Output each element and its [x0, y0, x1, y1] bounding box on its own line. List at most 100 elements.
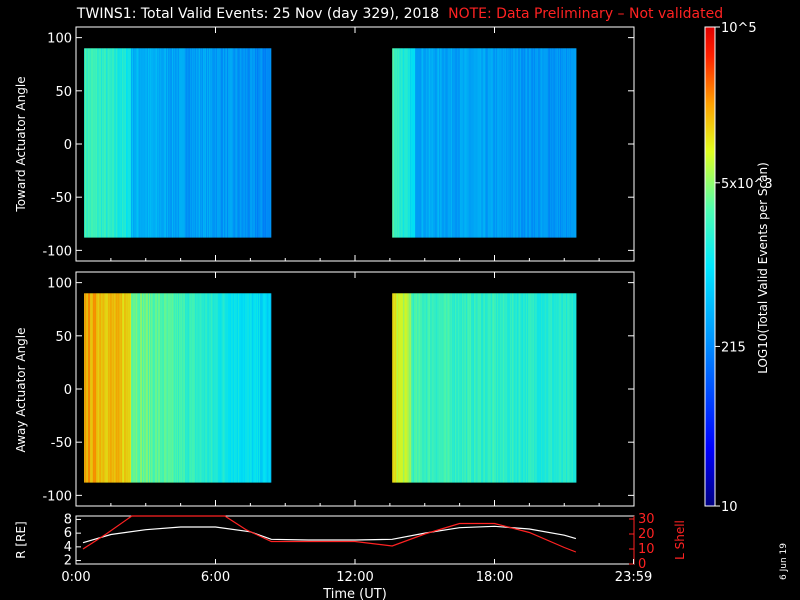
heatmap-column [230, 48, 232, 238]
heatmap-column [434, 48, 436, 238]
ytick-label: 0 [64, 138, 72, 153]
heatmap-column [470, 48, 472, 238]
heatmap-column [572, 48, 574, 238]
heatmap-column [98, 48, 100, 238]
heatmap-column [435, 293, 437, 483]
heatmap-column [102, 293, 104, 483]
heatmap-column [213, 48, 215, 238]
heatmap-column [93, 293, 95, 483]
heatmap-column [531, 293, 533, 483]
heatmap-column [501, 48, 503, 238]
heatmap-column [393, 293, 395, 483]
r-tick-label: 6 [64, 526, 72, 541]
heatmap-column [142, 293, 144, 483]
heatmap-column [472, 48, 474, 238]
heatmap-column [105, 48, 107, 238]
heatmap-column [226, 48, 228, 238]
heatmap-column [451, 293, 453, 483]
heatmap-column [440, 293, 442, 483]
heatmap-column [153, 293, 155, 483]
heatmap-column [447, 48, 449, 238]
heatmap-column [247, 293, 249, 483]
heatmap-column [230, 293, 232, 483]
heatmap-column [455, 293, 457, 483]
heatmap-column [554, 293, 556, 483]
heatmap-column [450, 48, 452, 238]
heatmap-column [196, 293, 198, 483]
heatmap-column [454, 48, 456, 238]
heatmap-column [246, 48, 248, 238]
heatmap-column [527, 48, 529, 238]
heatmap-column [394, 293, 396, 483]
heatmap-column [567, 293, 569, 483]
heatmap-column [473, 48, 475, 238]
heatmap-column [451, 48, 453, 238]
time-tick-label: 23:59 [615, 570, 652, 585]
heatmap-column [413, 293, 415, 483]
heatmap-column [570, 48, 572, 238]
heatmap-column [418, 48, 420, 238]
heatmap-column [531, 48, 533, 238]
heatmap-column [473, 293, 475, 483]
heatmap-column [518, 293, 520, 483]
heatmap-column [164, 48, 166, 238]
heatmap-column [266, 293, 268, 483]
away-panel: 100 50 0 -50 -100 Away Actuator Angle [14, 271, 635, 507]
heatmap-column [569, 48, 571, 238]
r-tick-label: 2 [64, 554, 72, 569]
heatmap-column [396, 48, 398, 238]
heatmap-column [534, 293, 536, 483]
heatmap-column [188, 293, 190, 483]
heatmap-column [130, 293, 132, 483]
heatmap-column [486, 48, 488, 238]
heatmap-column [185, 48, 187, 238]
heatmap-column [545, 293, 547, 483]
heatmap-column [210, 48, 212, 238]
heatmap-column [414, 293, 416, 483]
heatmap-column [410, 48, 412, 238]
heatmap-column [478, 48, 480, 238]
heatmap-column [111, 293, 113, 483]
heatmap-column [538, 293, 540, 483]
heatmap-column [420, 48, 422, 238]
heatmap-column [467, 293, 469, 483]
heatmap-column [420, 293, 422, 483]
heatmap-column [269, 48, 271, 238]
heatmap-column [426, 48, 428, 238]
heatmap-column [443, 48, 445, 238]
heatmap-column [202, 48, 204, 238]
heatmap-column [191, 48, 193, 238]
heatmap-column [560, 48, 562, 238]
heatmap-column [103, 48, 105, 238]
heatmap-column [417, 48, 419, 238]
heatmap-column [189, 293, 191, 483]
heatmap-column [242, 48, 244, 238]
heatmap-column [489, 293, 491, 483]
heatmap-column [478, 293, 480, 483]
heatmap-column [156, 293, 158, 483]
heatmap-column [514, 48, 516, 238]
heatmap-column [502, 48, 504, 238]
heatmap-column [90, 48, 92, 238]
away-yticks: 100 50 0 -50 -100 [42, 272, 635, 506]
heatmap-column [407, 48, 409, 238]
heatmap-column [449, 48, 451, 238]
heatmap-column [84, 293, 86, 483]
ytick-label: -50 [51, 191, 72, 206]
heatmap-column [491, 48, 493, 238]
heatmap-column [429, 293, 431, 483]
heatmap-column [557, 293, 559, 483]
heatmap-column [540, 48, 542, 238]
heatmap-column [204, 293, 206, 483]
heatmap-column [507, 48, 509, 238]
heatmap-column [465, 293, 467, 483]
heatmap-column [562, 48, 564, 238]
heatmap-column [236, 48, 238, 238]
heatmap-column [550, 293, 552, 483]
heatmap-column [237, 48, 239, 238]
ytick-label: -100 [42, 489, 72, 504]
heatmap-column [472, 293, 474, 483]
heatmap-column [190, 48, 192, 238]
heatmap-column [201, 293, 203, 483]
heatmap-column [129, 293, 131, 483]
